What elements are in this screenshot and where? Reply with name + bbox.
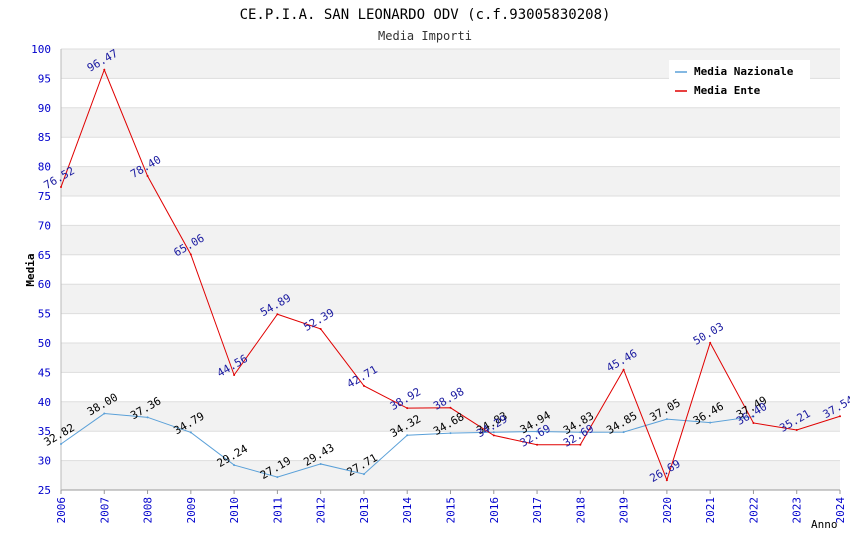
legend-label-nazionale: Media Nazionale bbox=[694, 65, 794, 78]
x-tick-label: 2020 bbox=[661, 497, 674, 524]
y-tick-label: 70 bbox=[38, 219, 51, 232]
data-point-media-nazionale bbox=[233, 464, 236, 467]
y-tick-label: 30 bbox=[38, 455, 51, 468]
data-point-media-nazionale bbox=[752, 415, 755, 418]
data-point-media-nazionale bbox=[665, 418, 668, 421]
x-tick-label: 2015 bbox=[445, 497, 458, 524]
grid-band bbox=[61, 460, 840, 490]
grid-band bbox=[61, 225, 840, 255]
data-point-media-nazionale bbox=[60, 443, 62, 446]
x-tick-label: 2024 bbox=[834, 497, 847, 524]
data-point-media-ente bbox=[622, 368, 625, 371]
grid-band bbox=[61, 284, 840, 314]
data-point-media-ente bbox=[103, 68, 106, 71]
data-point-media-ente bbox=[536, 443, 539, 446]
x-tick-label: 2017 bbox=[531, 497, 544, 524]
x-tick-label: 2022 bbox=[747, 497, 760, 524]
data-point-media-ente bbox=[189, 253, 192, 256]
x-tick-label: 2016 bbox=[488, 497, 501, 524]
data-point-media-nazionale bbox=[492, 431, 495, 434]
y-tick-label: 60 bbox=[38, 278, 51, 291]
grid-band bbox=[61, 343, 840, 373]
y-tick-label: 75 bbox=[38, 190, 51, 203]
y-tick-label: 45 bbox=[38, 366, 51, 379]
y-tick-label: 95 bbox=[38, 72, 51, 85]
data-point-media-ente bbox=[406, 407, 409, 410]
data-point-media-ente bbox=[146, 175, 149, 178]
grid-bands bbox=[61, 49, 840, 490]
data-point-media-nazionale bbox=[406, 434, 409, 437]
x-tick-label: 2010 bbox=[228, 497, 241, 524]
y-tick-label: 80 bbox=[38, 161, 51, 174]
legend-box bbox=[669, 60, 810, 101]
y-tick-label: 55 bbox=[38, 308, 51, 321]
data-point-media-ente bbox=[60, 186, 62, 189]
data-point-media-ente bbox=[665, 479, 668, 482]
y-tick-label: 25 bbox=[38, 484, 51, 497]
x-tick-label: 2008 bbox=[142, 497, 155, 524]
data-point-media-ente bbox=[233, 373, 236, 376]
data-point-media-ente bbox=[492, 434, 495, 437]
x-tick-label: 2018 bbox=[574, 497, 587, 524]
data-point-media-nazionale bbox=[579, 431, 582, 434]
data-point-media-ente bbox=[709, 341, 712, 344]
x-tick-label: 2013 bbox=[358, 497, 371, 524]
x-tick-label: 2006 bbox=[55, 497, 68, 524]
data-point-media-nazionale bbox=[362, 473, 365, 476]
data-point-media-ente bbox=[319, 327, 322, 330]
x-tick-label: 2007 bbox=[98, 497, 111, 524]
data-point-media-ente bbox=[839, 415, 841, 418]
data-point-media-ente bbox=[449, 406, 452, 409]
data-point-media-nazionale bbox=[709, 421, 712, 424]
x-axis-label: Anno bbox=[811, 518, 838, 531]
grid-band bbox=[61, 107, 840, 138]
grid-band bbox=[61, 401, 840, 432]
data-point-media-nazionale bbox=[449, 432, 452, 435]
y-tick-label: 90 bbox=[38, 102, 51, 115]
data-point-media-ente bbox=[795, 428, 798, 431]
x-tick-label: 2011 bbox=[271, 497, 284, 524]
y-tick-label: 65 bbox=[38, 249, 51, 262]
y-tick-label: 35 bbox=[38, 425, 51, 438]
x-axis-ticks: 2006 2007 2008 2009 2010 2011 2012 2013 2014 2015… bbox=[55, 490, 847, 524]
data-point-media-ente bbox=[752, 421, 755, 424]
y-tick-label: 40 bbox=[38, 396, 51, 409]
data-point-media-ente bbox=[276, 313, 279, 316]
data-point-media-ente bbox=[579, 443, 582, 446]
legend-label-ente: Media Ente bbox=[694, 84, 761, 97]
y-axis-ticks: 25 30 35 40 45 50 55 60 65 70 75 80 85 90 95 100 bbox=[31, 43, 51, 497]
data-point-media-nazionale bbox=[189, 431, 192, 434]
data-point-media-nazionale bbox=[536, 430, 539, 433]
x-tick-label: 2014 bbox=[401, 497, 414, 524]
y-tick-label: 50 bbox=[38, 337, 51, 350]
x-tick-label: 2019 bbox=[618, 497, 631, 524]
data-point-media-nazionale bbox=[622, 431, 625, 434]
data-point-media-nazionale bbox=[103, 412, 106, 415]
data-point-media-nazionale bbox=[319, 462, 322, 465]
y-tick-label: 85 bbox=[38, 131, 51, 144]
legend: Media Nazionale Media Ente bbox=[669, 60, 810, 101]
data-point-media-nazionale bbox=[276, 476, 279, 479]
x-tick-label: 2012 bbox=[315, 497, 328, 524]
grid-band bbox=[61, 166, 840, 196]
x-tick-label: 2009 bbox=[185, 497, 198, 524]
series-group bbox=[60, 68, 841, 482]
x-tick-label: 2021 bbox=[704, 497, 717, 524]
y-axis-label: Media bbox=[24, 253, 37, 286]
chart-subtitle: Media Importi bbox=[378, 29, 472, 43]
y-tick-label: 100 bbox=[31, 43, 51, 56]
chart-title: CE.P.I.A. SAN LEONARDO ODV (c.f.93005830… bbox=[240, 7, 611, 23]
x-tick-label: 2023 bbox=[791, 497, 804, 524]
data-point-media-ente bbox=[362, 384, 365, 387]
data-point-media-nazionale bbox=[146, 416, 149, 419]
